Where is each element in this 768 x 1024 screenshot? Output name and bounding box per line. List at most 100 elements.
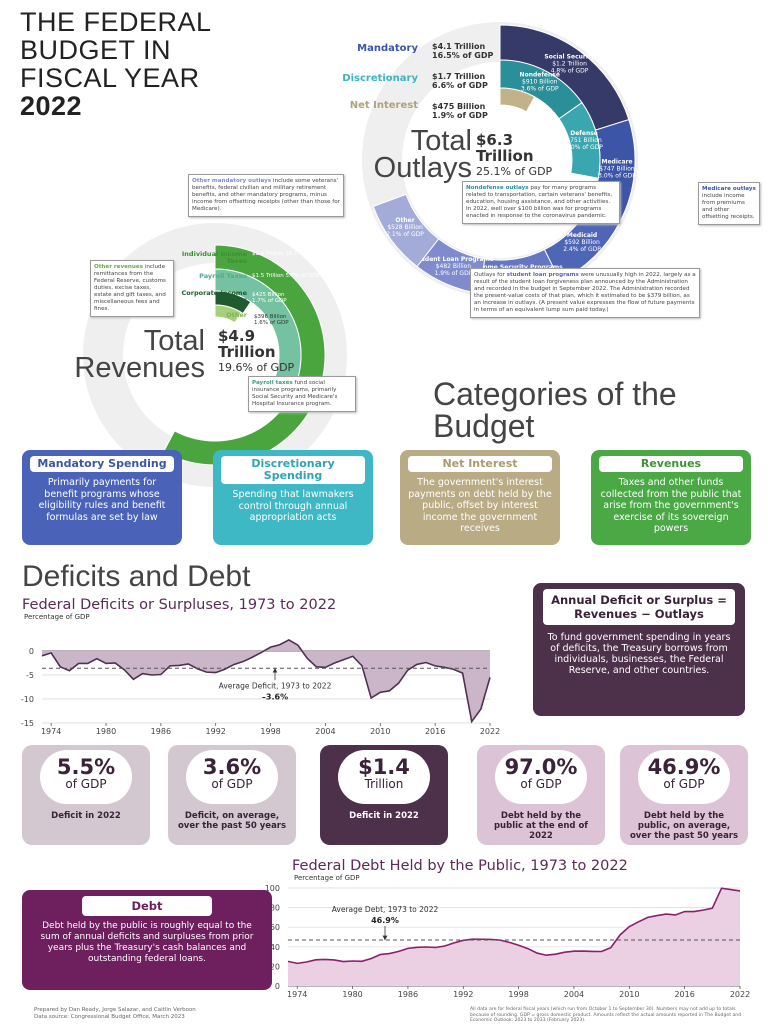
segment-label: Corporate Income Taxes (181, 289, 247, 304)
note-lead: Payroll taxes (252, 380, 293, 386)
section-title: Categories of the Budget (433, 376, 677, 444)
y-tick-label: 60 (270, 923, 280, 932)
group-value: $475 Billion (432, 102, 486, 111)
note-text: fund social insurance programs, primaril… (252, 380, 338, 407)
stat-value: 5.5% (56, 755, 116, 779)
segment-label: Medicare $747 Billion 3.0% of GDP (598, 159, 636, 180)
card-text: The government's interest payments on de… (408, 477, 552, 534)
card-title: Discretionary Spending (221, 456, 365, 484)
stat-circle: 3.6% of GDP (186, 750, 278, 804)
debt-text: Debt held by the public is roughly equal… (40, 921, 254, 964)
donut-total-gdp: 19.6% of GDP (218, 361, 295, 374)
stat-unit: of GDP (663, 777, 705, 791)
segment-gdp: 2.1% of GDP (386, 231, 424, 238)
x-tick-label: 1986 (398, 990, 418, 999)
y-tick-label: 40 (270, 943, 280, 952)
stat-unit: of GDP (520, 777, 562, 791)
line (287, 887, 741, 965)
group-gdp: 16.5% of GDP (432, 51, 494, 60)
segment-label: Social Security $1.2 Trillion 4.8% of GDP (544, 53, 594, 74)
x-tick-label: 2016 (425, 727, 445, 736)
stat-value: 3.6% (202, 755, 262, 779)
footer: Prepared by Dan Ready, Jorge Salazar, an… (34, 1007, 196, 1021)
stat-box: 5.5% of GDP Deficit in 2022 (22, 745, 150, 845)
group-gdp: 1.9% of GDP (432, 111, 488, 120)
note: Payroll taxes fund social insurance prog… (248, 376, 356, 412)
segment-gdp: 10.5% of GDP (285, 251, 324, 257)
segment-value: $425 Billion (252, 292, 285, 298)
group-amount: $1.7 Trillion 6.6% of GDP (432, 72, 488, 90)
note: Medicare outlays include income from pre… (698, 182, 760, 225)
segment-amount: $1.5 Trillion 5.9% of GDP (252, 273, 320, 279)
note: Nondefense outlays pay for many programs… (462, 181, 620, 224)
title-line: FISCAL YEAR (20, 63, 200, 93)
segment-name: Other (395, 217, 414, 224)
note-text: Outlays for (474, 272, 507, 278)
chart-title: Federal Deficits or Surpluses, 1973 to 2… (22, 597, 337, 613)
segment-gdp: 5.9% of GDP (285, 273, 321, 279)
debt-title: Debt (82, 896, 212, 916)
stat-unit: of GDP (65, 777, 107, 791)
segment-value: $747 Billion (599, 166, 635, 173)
stat-caption: Deficit in 2022 (349, 811, 419, 821)
segment-label: Other $528 Billion 2.1% of GDP (386, 217, 424, 238)
group-label: Mandatory (357, 43, 418, 54)
x-tick-label: 1974 (41, 727, 61, 736)
x-tick-label: 2016 (674, 990, 694, 999)
stat-caption: Deficit in 2022 (51, 811, 121, 821)
group-amount: $475 Billion 1.9% of GDP (432, 102, 488, 120)
segment-name: Student Loan Programs (413, 256, 493, 263)
stat-circle: 5.5% of GDP (40, 750, 132, 804)
category-card: Net Interest The government's interest pa… (400, 450, 560, 545)
x-tick-label: 1992 (453, 990, 473, 999)
x-tick-label: 2022 (730, 990, 750, 999)
area (42, 639, 490, 722)
equation-title: Annual Deficit or Surplus = Revenues − O… (543, 589, 735, 625)
stat-caption: Deficit, on average, over the past 50 ye… (177, 811, 287, 831)
donut-segment (214, 304, 242, 324)
stat-circle: $1.4 Trillion (338, 750, 430, 804)
group-value: $4.1 Trillion (432, 42, 486, 51)
segment-gdp: 1.9% of GDP (435, 270, 473, 277)
note-text: include some veterans' benefits, federal… (192, 178, 340, 212)
segment-gdp: 3.0% of GDP (565, 144, 603, 151)
line (41, 639, 491, 724)
group-value: $1.7 Trillion (432, 72, 486, 81)
note-lead: Other revenues (94, 264, 143, 270)
segment-gdp: 1.6% of GDP (254, 320, 289, 326)
y-tick-label: 100 (265, 884, 280, 893)
segment-name: Nondefense (520, 72, 560, 79)
note-text: include remittances from the Federal Res… (94, 264, 166, 312)
segment-value: $910 Billion (522, 79, 558, 86)
x-tick-label: 1980 (96, 727, 116, 736)
stat-value: 97.0% (504, 755, 578, 779)
note: Outlays for student loan programs were u… (470, 268, 700, 318)
category-card: Revenues Taxes and other funds collected … (591, 450, 751, 545)
x-tick-label: 1998 (508, 990, 528, 999)
y-axis-label: Percentage of GDP (294, 874, 360, 882)
title-line: 2022 (20, 91, 83, 121)
segment-value: $2.6 Trillion (252, 251, 284, 257)
segment-value: $482 Billion (436, 263, 472, 270)
stat-unit: of GDP (211, 777, 253, 791)
donut-total: $4.9 Trillion (218, 327, 276, 361)
note-lead: Other mandatory outlays (192, 178, 272, 184)
card-text: Taxes and other funds collected from the… (600, 477, 742, 534)
stat-box: 3.6% of GDP Deficit, on average, over the … (168, 745, 296, 845)
stat-box: $1.4 Trillion Deficit in 2022 (320, 745, 448, 845)
segment-amount: $396 Billion 1.6% of GDP (254, 314, 289, 326)
segment-label: Nondefense $910 Billion 3.6% of GDP (520, 72, 560, 93)
card-title: Net Interest (408, 456, 552, 472)
group-amount: $4.1 Trillion 16.5% of GDP (432, 42, 493, 60)
x-tick-label: 2010 (370, 727, 390, 736)
y-tick-label: -5 (26, 671, 34, 680)
segment-label: Individual Income Taxes (181, 250, 247, 265)
donut-total: $6.3 Trillion (476, 131, 534, 165)
x-tick-label: 1980 (342, 990, 362, 999)
segment-label: Payroll Taxes (199, 272, 247, 280)
footer-note: All data are for federal fiscal years (w… (470, 1007, 742, 1023)
segment-value: $1.5 Trillion (252, 273, 284, 279)
annotation-title: Average Debt, 1973 to 2022 (332, 905, 439, 914)
title-line: BUDGET IN (20, 35, 172, 65)
title: THE FEDERAL BUDGET IN FISCAL YEAR 2022 (20, 8, 212, 120)
